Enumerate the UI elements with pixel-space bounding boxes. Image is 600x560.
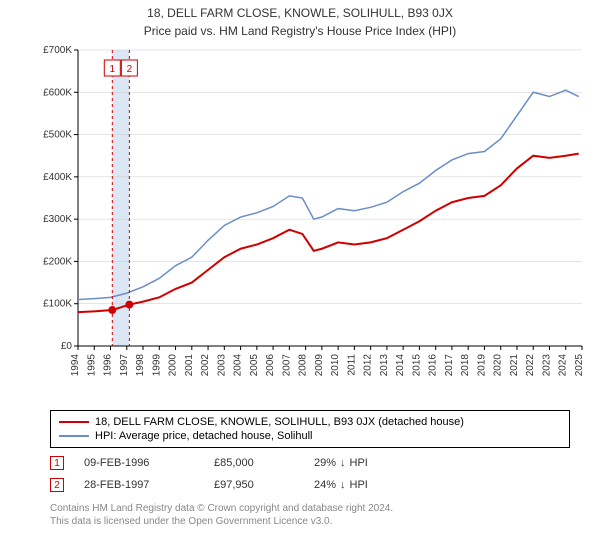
event-date: 28-FEB-1997 [84, 479, 194, 491]
legend-label: HPI: Average price, detached house, Soli… [95, 430, 313, 442]
event-price: £85,000 [214, 457, 294, 469]
svg-text:2019: 2019 [476, 354, 487, 377]
event-change: 24% ↓ HPI [314, 479, 368, 491]
svg-text:2017: 2017 [444, 354, 455, 377]
legend-swatch [59, 421, 89, 423]
svg-text:2004: 2004 [233, 354, 244, 377]
footer-line-2: This data is licensed under the Open Gov… [50, 515, 570, 528]
chart-container: 18, DELL FARM CLOSE, KNOWLE, SOLIHULL, B… [0, 0, 600, 560]
svg-text:2: 2 [127, 64, 133, 75]
svg-text:1: 1 [110, 64, 116, 75]
svg-text:£0: £0 [61, 341, 73, 352]
svg-text:2021: 2021 [509, 354, 520, 377]
event-marker: 2 [50, 478, 64, 492]
svg-text:£600K: £600K [43, 87, 72, 98]
svg-text:2009: 2009 [314, 354, 325, 377]
down-arrow-icon: ↓ [340, 479, 346, 491]
svg-text:2002: 2002 [200, 354, 211, 377]
svg-text:2015: 2015 [411, 354, 422, 377]
svg-text:£500K: £500K [43, 130, 72, 141]
svg-text:1995: 1995 [86, 354, 97, 377]
event-price: £97,950 [214, 479, 294, 491]
svg-text:£200K: £200K [43, 256, 72, 267]
event-table: 1 09-FEB-1996 £85,000 29% ↓ HPI 2 28-FEB-1997… [50, 452, 570, 496]
event-date: 09-FEB-1996 [84, 457, 194, 469]
svg-text:2012: 2012 [363, 354, 374, 377]
svg-text:£300K: £300K [43, 214, 72, 225]
svg-text:1999: 1999 [151, 354, 162, 377]
legend-box: 18, DELL FARM CLOSE, KNOWLE, SOLIHULL, B… [50, 410, 570, 448]
svg-text:2023: 2023 [541, 354, 552, 377]
svg-text:1996: 1996 [103, 354, 114, 377]
legend-swatch [59, 435, 89, 437]
svg-text:£700K: £700K [43, 45, 72, 56]
svg-text:2008: 2008 [298, 354, 309, 377]
svg-text:2014: 2014 [395, 354, 406, 377]
svg-text:2016: 2016 [428, 354, 439, 377]
down-arrow-icon: ↓ [340, 457, 346, 469]
svg-text:2010: 2010 [330, 354, 341, 377]
svg-text:2018: 2018 [460, 354, 471, 377]
svg-text:2005: 2005 [249, 354, 260, 377]
svg-text:2020: 2020 [493, 354, 504, 377]
svg-text:2001: 2001 [184, 354, 195, 377]
svg-text:2007: 2007 [281, 354, 292, 377]
event-row: 2 28-FEB-1997 £97,950 24% ↓ HPI [50, 474, 570, 496]
svg-text:1997: 1997 [119, 354, 130, 377]
svg-text:2003: 2003 [216, 354, 227, 377]
line-chart-svg: £0 £100K £200K £300K £400K £500K £600K £700K 199… [30, 44, 590, 404]
event-change: 29% ↓ HPI [314, 457, 368, 469]
footer-line-1: Contains HM Land Registry data © Crown c… [50, 502, 570, 515]
svg-text:1994: 1994 [70, 354, 81, 377]
legend-item: 18, DELL FARM CLOSE, KNOWLE, SOLIHULL, B… [59, 415, 561, 429]
svg-text:£100K: £100K [43, 299, 72, 310]
footer-attribution: Contains HM Land Registry data © Crown c… [50, 502, 570, 528]
chart-title: 18, DELL FARM CLOSE, KNOWLE, SOLIHULL, B… [0, 0, 600, 20]
svg-text:2006: 2006 [265, 354, 276, 377]
svg-text:1998: 1998 [135, 354, 146, 377]
svg-text:2000: 2000 [168, 354, 179, 377]
svg-text:2024: 2024 [558, 354, 569, 377]
chart-plot-area: £0 £100K £200K £300K £400K £500K £600K £700K 199… [30, 44, 590, 404]
svg-text:2011: 2011 [346, 354, 357, 376]
svg-text:2025: 2025 [574, 354, 585, 377]
svg-text:£400K: £400K [43, 172, 72, 183]
chart-subtitle: Price paid vs. HM Land Registry's House … [0, 20, 600, 44]
svg-text:2013: 2013 [379, 354, 390, 377]
event-row: 1 09-FEB-1996 £85,000 29% ↓ HPI [50, 452, 570, 474]
svg-text:2022: 2022 [525, 354, 536, 377]
legend-item: HPI: Average price, detached house, Soli… [59, 429, 561, 443]
legend-label: 18, DELL FARM CLOSE, KNOWLE, SOLIHULL, B… [95, 416, 464, 428]
event-marker: 1 [50, 456, 64, 470]
